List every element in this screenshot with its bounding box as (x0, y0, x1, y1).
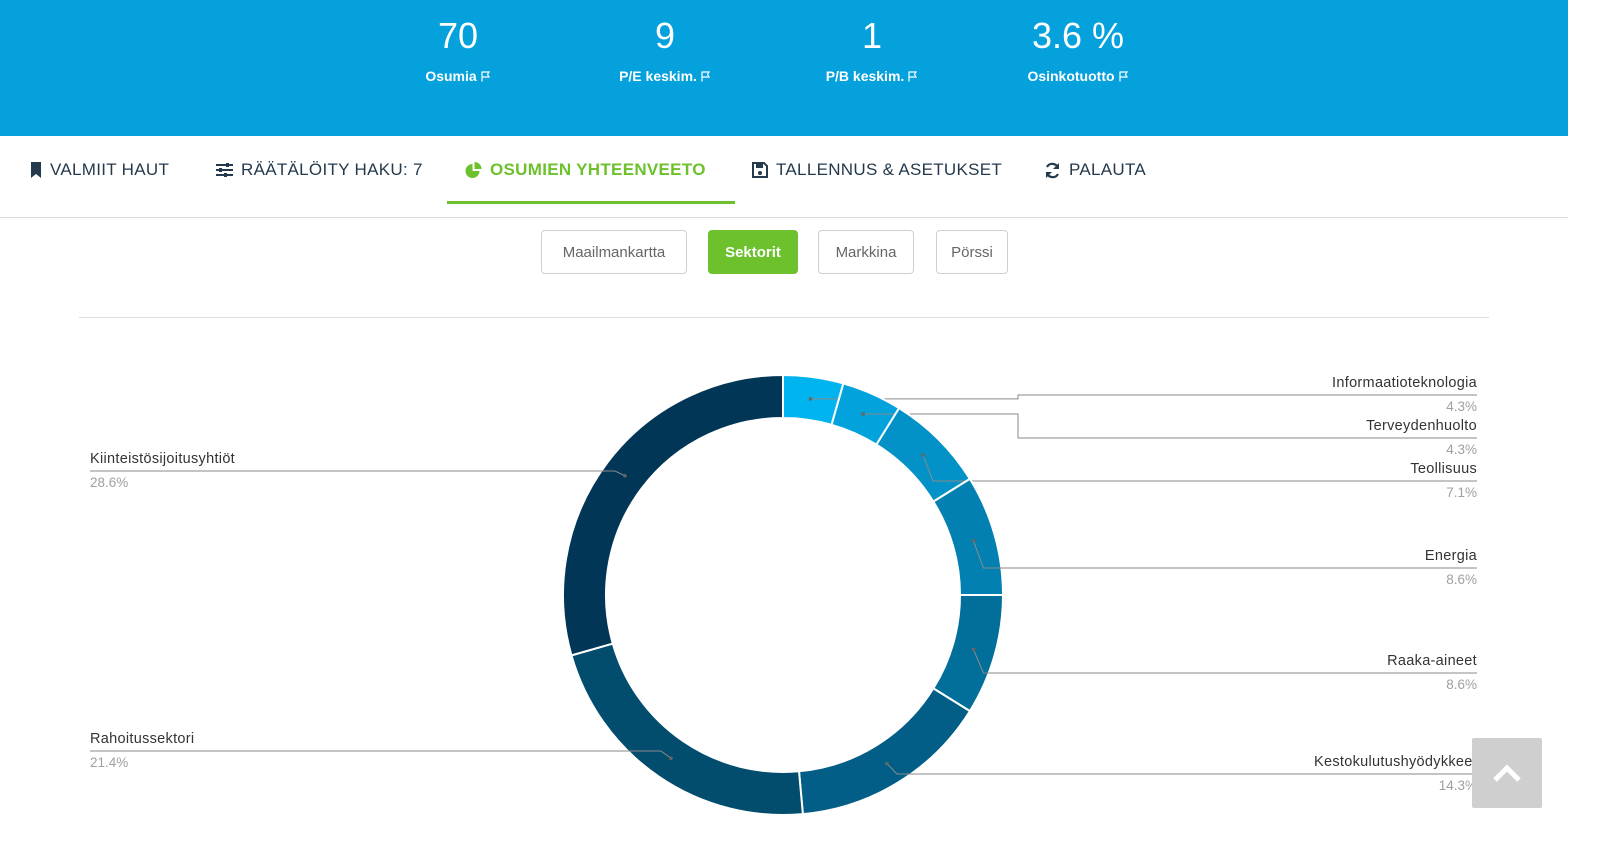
leader-dot (971, 538, 976, 543)
slice-name-label: Energia (1425, 548, 1478, 564)
stat-label: Osinkotuotto (1027, 68, 1115, 84)
stat-value: 3.6 % (1031, 15, 1125, 56)
stat-hits: 70 Osumia (368, 14, 548, 86)
main-tabs: VALMIIT HAUT RÄÄTÄLÖITY HAKU: 7 OSUMIEN … (0, 136, 1568, 218)
tab-reset[interactable]: PALAUTA (1044, 136, 1146, 204)
donut-slice[interactable] (797, 687, 972, 816)
tab-label: RÄÄTÄLÖITY HAKU: 7 (241, 160, 423, 179)
flag-icon[interactable] (1118, 70, 1129, 82)
leader-line (972, 540, 1477, 569)
stat-value: 70 (437, 15, 479, 56)
stat-value: 1 (861, 15, 883, 56)
slice-percent-label: 21.4% (90, 755, 128, 770)
floppy-disk-icon (752, 162, 768, 178)
slice-percent-label: 14.3% (1439, 778, 1477, 793)
donut-slice[interactable] (570, 642, 804, 816)
flag-icon[interactable] (908, 70, 918, 82)
stat-label-row: P/B keskim. (782, 66, 962, 86)
sector-donut-chart: Informaatioteknologia 4.3% Terveydenhuolto… (90, 373, 1478, 816)
slice-name-label: Terveydenhuolto (1366, 418, 1477, 434)
slice-name-label: Rahoitussektori (90, 731, 194, 747)
leader-dot (885, 761, 889, 766)
leader-dot (623, 473, 627, 478)
donut-slice[interactable] (562, 373, 784, 657)
slice-name-label: Informaatioteknologia (1332, 375, 1478, 391)
tab-label: TALLENNUS & ASETUKSET (776, 160, 1003, 179)
donut-slice[interactable] (931, 477, 1005, 596)
flag-icon[interactable] (701, 70, 711, 82)
donut-slice[interactable] (931, 594, 1005, 713)
sectors-button[interactable]: Sektorit (708, 230, 798, 274)
slice-name-label: Raaka-aineet (1387, 653, 1477, 669)
stat-dividend: 3.6 % Osinkotuotto (988, 14, 1168, 86)
stat-label: Osumia (425, 68, 477, 84)
tab-ready-searches[interactable]: VALMIIT HAUT (30, 136, 169, 204)
leader-dot (921, 453, 925, 457)
stat-label-row: Osinkotuotto (988, 66, 1168, 86)
leader-dot (808, 397, 813, 401)
world-map-button[interactable]: Maailmankartta (541, 230, 687, 274)
market-button[interactable]: Markkina (818, 230, 914, 274)
leader-line (922, 454, 1477, 482)
slice-percent-label: 7.1% (1446, 485, 1477, 500)
stat-value: 9 (654, 15, 676, 56)
tab-label: OSUMIEN YHTEENVEETO (490, 160, 706, 179)
tab-save-settings[interactable]: TALLENNUS & ASETUKSET (752, 136, 1002, 204)
stat-label: P/E keskim. (619, 68, 697, 84)
leader-dot (971, 647, 976, 652)
section-divider (79, 317, 1489, 318)
leader-line (810, 394, 1477, 400)
chevron-up-icon (1493, 764, 1521, 782)
stat-label-row: P/E keskim. (575, 66, 755, 86)
stat-pe: 9 P/E keskim. (575, 14, 755, 86)
sliders-icon (216, 163, 233, 177)
leader-dot (669, 756, 673, 761)
slice-percent-label: 28.6% (90, 475, 128, 490)
leader-line (90, 470, 626, 477)
tab-label: PALAUTA (1069, 160, 1147, 179)
tab-hits-summary[interactable]: OSUMIEN YHTEENVEETO (465, 136, 706, 204)
bookmark-icon (31, 162, 41, 178)
leader-line (863, 413, 1477, 439)
leader-line (886, 763, 1477, 775)
tab-custom-search[interactable]: RÄÄTÄLÖITY HAKU: 7 (216, 136, 423, 204)
refresh-icon (1045, 162, 1060, 178)
stat-label: P/B keskim. (825, 68, 905, 84)
slice-name-label: Kiinteistösijoitusyhtiöt (90, 451, 235, 467)
leader-line (972, 649, 1477, 674)
active-tab-indicator (447, 201, 735, 204)
pie-chart-icon (465, 161, 482, 178)
stat-pb: 1 P/B keskim. (782, 14, 962, 86)
slice-percent-label: 8.6% (1446, 572, 1477, 587)
slice-name-label: Teollisuus (1410, 461, 1477, 477)
slice-percent-label: 4.3% (1446, 399, 1477, 414)
stat-label-row: Osumia (368, 66, 548, 86)
tab-label: VALMIIT HAUT (50, 160, 170, 179)
slice-name-label: Kestokulutushyödykkeet (1314, 754, 1477, 770)
leader-line (90, 750, 672, 759)
exchange-button[interactable]: Pörssi (936, 230, 1008, 274)
scroll-to-top-button[interactable] (1472, 738, 1542, 808)
slice-percent-label: 8.6% (1446, 677, 1477, 692)
stats-banner: 70 Osumia 9 P/E keskim. 1 P/B keskim. 3.… (0, 0, 1568, 136)
slice-percent-label: 4.3% (1446, 442, 1477, 457)
leader-dot (861, 412, 865, 416)
flag-icon[interactable] (481, 70, 491, 82)
